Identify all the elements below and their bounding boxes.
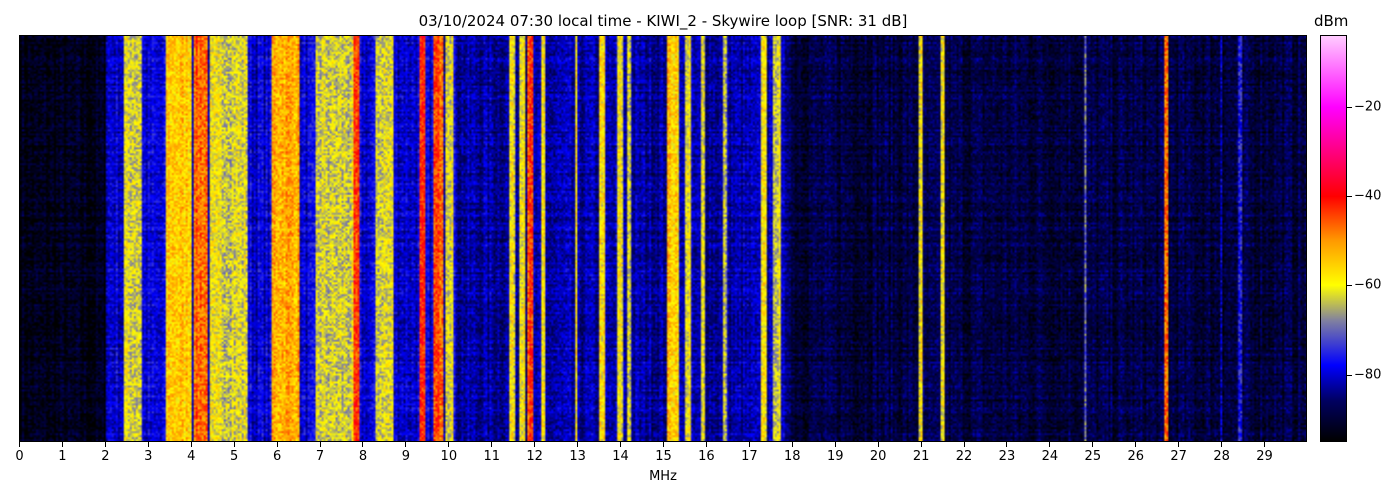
x-tick — [577, 442, 579, 447]
spectrogram-heatmap — [20, 36, 1306, 441]
colorbar-tick — [1347, 374, 1352, 376]
x-tick — [963, 442, 965, 447]
x-tick — [19, 442, 20, 447]
colorbar-tick — [1347, 285, 1352, 287]
x-tick — [1178, 442, 1180, 447]
x-tick-label: 16 — [698, 449, 715, 464]
x-tick — [104, 442, 106, 447]
x-tick-label: 29 — [1256, 449, 1273, 464]
x-tick — [319, 442, 321, 447]
colorbar-label: dBm — [1314, 12, 1349, 30]
x-tick-label: 18 — [784, 449, 801, 464]
x-tick — [147, 442, 149, 447]
x-tick — [190, 442, 192, 447]
x-tick-label: 12 — [526, 449, 543, 464]
x-tick-label: 8 — [358, 449, 368, 464]
x-tick-label: 6 — [272, 449, 282, 464]
x-tick — [705, 442, 707, 447]
colorbar-tick — [1347, 106, 1352, 108]
x-tick-label: 11 — [483, 449, 501, 464]
x-tick — [920, 442, 922, 447]
x-tick — [791, 442, 793, 447]
x-tick-label: 22 — [955, 449, 973, 464]
colorbar — [1320, 35, 1347, 442]
x-tick-label: 19 — [826, 449, 844, 464]
colorbar-tick-label: −20 — [1354, 99, 1382, 115]
x-tick-label: 3 — [144, 449, 153, 464]
x-axis-label: MHz — [649, 469, 677, 484]
colorbar-tick-label: −60 — [1354, 277, 1382, 293]
x-tick — [1135, 442, 1137, 447]
x-tick-label: 10 — [440, 449, 458, 464]
x-tick — [362, 442, 364, 447]
colorbar-tick-label: −80 — [1354, 367, 1382, 383]
x-tick-label: 1 — [58, 449, 67, 464]
x-tick-label: 27 — [1170, 449, 1187, 464]
x-tick-label: 14 — [612, 449, 629, 464]
x-tick — [877, 442, 879, 447]
x-tick-label: 4 — [187, 449, 196, 464]
x-tick-label: 5 — [230, 449, 239, 464]
x-tick — [276, 442, 278, 447]
x-tick — [1264, 442, 1266, 447]
x-tick — [233, 442, 235, 447]
x-tick-label: 28 — [1213, 449, 1230, 464]
x-tick-label: 13 — [569, 449, 586, 464]
x-tick-label: 23 — [998, 449, 1016, 464]
x-tick — [405, 442, 407, 447]
x-tick — [748, 442, 750, 447]
x-tick-label: 17 — [741, 449, 758, 464]
x-tick — [1049, 442, 1051, 447]
x-tick-label: 2 — [101, 449, 110, 464]
x-tick-label: 21 — [912, 449, 930, 464]
colorbar-tick — [1347, 196, 1352, 197]
x-tick — [491, 442, 493, 447]
x-tick-label: 26 — [1127, 449, 1145, 464]
colorbar-tick-label: −40 — [1354, 188, 1382, 204]
x-tick — [620, 442, 622, 447]
x-tick-label: 24 — [1041, 449, 1059, 464]
x-tick — [1092, 442, 1094, 447]
x-tick-label: 9 — [401, 449, 411, 464]
x-tick — [663, 442, 664, 447]
chart-title: 03/10/2024 07:30 local time - KIWI_2 - S… — [418, 12, 908, 30]
x-tick — [834, 442, 836, 447]
x-tick-label: 0 — [15, 449, 24, 464]
x-tick-label: 20 — [869, 449, 887, 464]
x-tick — [1221, 442, 1223, 447]
spectrogram-plot — [19, 35, 1307, 442]
x-tick-label: 15 — [655, 449, 672, 464]
x-tick — [448, 442, 450, 447]
x-tick — [61, 442, 63, 447]
x-tick-label: 25 — [1084, 449, 1102, 464]
x-tick — [534, 442, 536, 447]
x-tick-label: 7 — [315, 449, 325, 464]
x-tick — [1006, 442, 1008, 447]
